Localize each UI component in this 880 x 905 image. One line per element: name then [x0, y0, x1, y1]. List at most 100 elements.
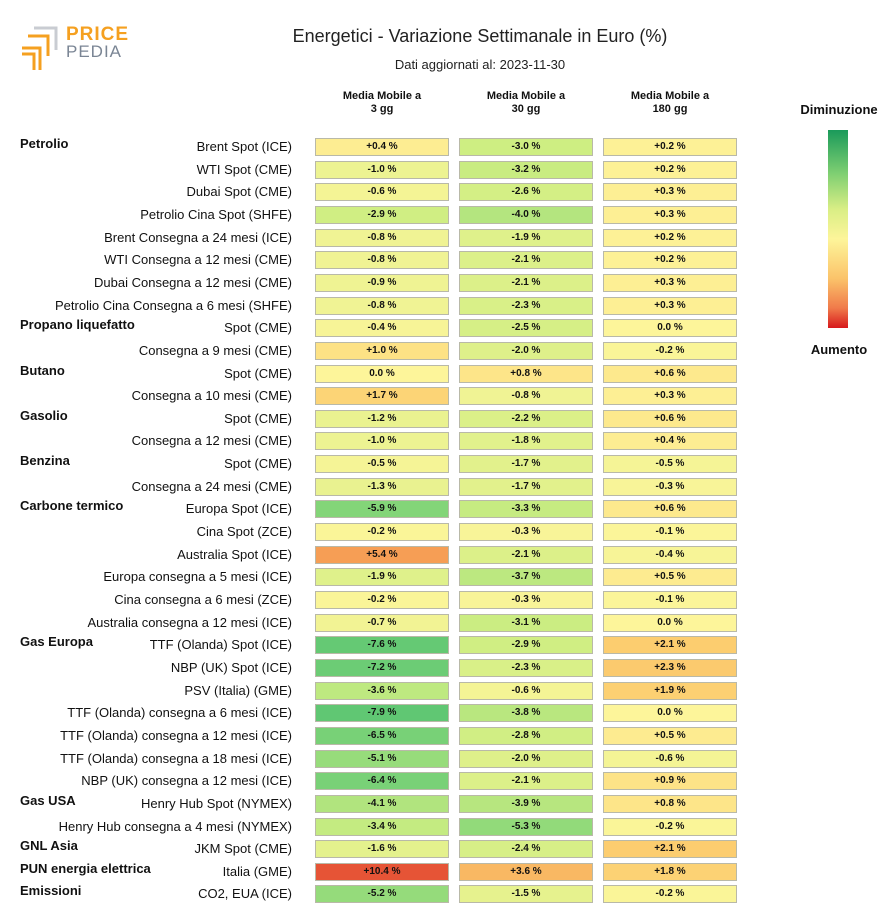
row-label: Italia (GME) [222, 863, 292, 879]
column-header-line: 3 gg [370, 103, 394, 115]
heatmap-cell: -3.0 % [459, 138, 593, 156]
heatmap-cell: +0.9 % [603, 772, 737, 791]
heatmap-cell: 0.0 % [315, 364, 449, 383]
pricepedia-logo: PRICE PEDIA [18, 22, 128, 74]
chart-subtitle: Dati aggiornati al: 2023-11-30 [394, 57, 566, 72]
heatmap-cell: -2.9 % [315, 205, 449, 224]
column-header-line: Media Mobile a [486, 90, 566, 102]
heatmap-cell: -3.7 % [459, 568, 593, 587]
heatmap-cell: +0.6 % [603, 500, 737, 519]
heatmap-cell: -2.3 % [459, 296, 593, 315]
heatmap-cell: -2.6 % [459, 183, 593, 202]
heatmap-cell: -0.5 % [603, 455, 737, 474]
heatmap-cell: -0.9 % [315, 273, 449, 292]
heatmap-cell: +3.6 % [459, 862, 593, 881]
heatmap-cell: -0.7 % [315, 613, 449, 632]
group-label: Petrolio [20, 136, 69, 151]
group-label: Gas Europa [20, 634, 93, 650]
heatmap-cell: -1.0 % [315, 432, 449, 451]
row-label: Dubai Spot (CME) [186, 184, 292, 200]
row-label: TTF (Olanda) Spot (ICE) [149, 637, 292, 653]
heatmap-cell: +2.1 % [603, 636, 737, 655]
row-label: Dubai Consegna a 12 mesi (CME) [94, 274, 292, 290]
row-label: Cina Spot (ZCE) [196, 524, 292, 540]
group-label: Butano [20, 362, 65, 378]
heatmap-cell: -4.1 % [315, 794, 449, 813]
logo-word-pedia: PEDIA [66, 42, 123, 61]
group-label: Propano liquefatto [20, 317, 135, 333]
group-label: Gasolio [20, 407, 68, 423]
heatmap-cell: +1.8 % [603, 862, 737, 881]
row-label: NBP (UK) Spot (ICE) [170, 659, 292, 675]
column-header-line: 30 gg [511, 103, 541, 115]
heatmap-cell: +1.9 % [603, 681, 737, 700]
row-label: WTI Spot (CME) [196, 161, 292, 177]
heatmap-cell: 0.0 % [603, 319, 737, 338]
heatmap-cell: -5.3 % [459, 817, 593, 836]
heatmap-cell: -2.0 % [459, 749, 593, 768]
column-header-30gg: Media Mobile a 30 gg [458, 90, 594, 116]
heatmap-cell: +0.2 % [603, 138, 737, 156]
heatmap-cell: -3.9 % [459, 794, 593, 813]
heatmap-cell: -0.3 % [459, 523, 593, 542]
heatmap-cell: -0.8 % [315, 251, 449, 270]
heatmap-cell: -2.1 % [459, 772, 593, 791]
heatmap-cell: -0.2 % [603, 817, 737, 836]
heatmap-cell: +2.1 % [603, 840, 737, 859]
heatmap-cell: -2.0 % [459, 341, 593, 360]
row-label: Consegna a 24 mesi (CME) [131, 478, 292, 494]
heatmap-cell: -1.7 % [459, 477, 593, 496]
heatmap-cell: +0.3 % [603, 296, 737, 315]
row-label: Consegna a 10 mesi (CME) [131, 388, 292, 404]
heatmap-cell: +0.2 % [603, 160, 737, 179]
heatmap-cell: -1.5 % [459, 885, 593, 904]
heatmap-cell: -2.1 % [459, 545, 593, 564]
heatmap-cell: -5.9 % [315, 500, 449, 519]
heatmap-cell: -0.8 % [459, 387, 593, 406]
group-label: Emissioni [20, 883, 82, 899]
heatmap-cell: -2.4 % [459, 840, 593, 859]
logo-mark-icon [22, 26, 58, 70]
heatmap-cell: +0.3 % [603, 273, 737, 292]
heatmap-cell: -1.0 % [315, 160, 449, 179]
heatmap-cell: -2.8 % [459, 726, 593, 745]
heatmap-cell: -0.2 % [315, 523, 449, 542]
heatmap-cell: +0.2 % [603, 251, 737, 270]
row-label: TTF (Olanda) consegna a 12 mesi (ICE) [60, 727, 292, 743]
heatmap-cell: -1.3 % [315, 477, 449, 496]
heatmap-cell: -2.3 % [459, 658, 593, 677]
row-label: Cina consegna a 6 mesi (ZCE) [114, 592, 292, 607]
group-label: Carbone termico [20, 498, 124, 514]
heatmap-cell: -0.2 % [603, 885, 737, 904]
heatmap-cell: -2.9 % [459, 636, 593, 655]
legend-color-scale [828, 130, 848, 328]
heatmap-cell: -0.6 % [459, 681, 593, 700]
row-label: PSV (Italia) (GME) [184, 682, 292, 698]
heatmap-cell: -0.4 % [603, 545, 737, 564]
heatmap-cell: +0.4 % [603, 432, 737, 451]
heatmap-cell: -3.4 % [315, 817, 449, 836]
column-header-line: Media Mobile a [342, 90, 422, 102]
heatmap-cell: 0.0 % [603, 704, 737, 723]
legend-bottom-label: Aumento [810, 342, 868, 357]
column-header-line: 180 gg [652, 103, 688, 115]
heatmap-cell: -6.5 % [315, 726, 449, 745]
heatmap-cell: -0.5 % [315, 455, 449, 474]
column-header-line: Media Mobile a [630, 90, 710, 102]
row-label: Petrolio Cina Consegna a 6 mesi (SHFE) [55, 297, 292, 313]
heatmap-cell: -0.6 % [603, 749, 737, 768]
heatmap-cell: -4.0 % [459, 205, 593, 224]
heatmap-cell: -6.4 % [315, 772, 449, 791]
row-label: Spot (CME) [224, 456, 292, 472]
heatmap-cell: +0.3 % [603, 205, 737, 224]
heatmap-cell: -0.8 % [315, 296, 449, 315]
row-label: CO2, EUA (ICE) [198, 886, 292, 902]
heatmap-cell: +2.3 % [603, 658, 737, 677]
heatmap-cell: -0.3 % [603, 477, 737, 496]
logo-word-price: PRICE [66, 24, 130, 45]
row-label: JKM Spot (CME) [194, 841, 292, 857]
row-label: Spot (CME) [224, 410, 292, 426]
group-label: Gas USA [20, 792, 76, 808]
heatmap-cell: +0.4 % [315, 138, 449, 156]
heatmap-cell: -1.7 % [459, 455, 593, 474]
